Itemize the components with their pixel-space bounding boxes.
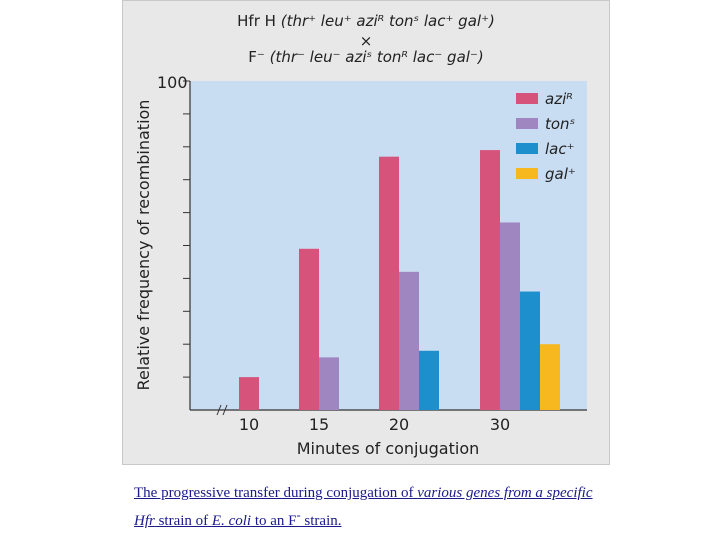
bars [239,150,560,410]
caption-part4: E. coli [211,513,252,529]
legend-swatch-gal [516,168,538,179]
legend-label-ton: tonˢ [545,115,575,133]
figure-caption: The progressive transfer during conjugat… [134,482,594,532]
parent1-genotype: (thr⁺ leu⁺ aziᴿ tonˢ lac⁺ gal⁺) [280,12,495,30]
legend-label-gal: gal⁺ [545,165,576,183]
y-axis-title: Relative frequency of recombination [134,100,153,391]
bar-ton-15 [319,357,339,410]
bar-azi-10 [239,377,259,410]
bar-azi-15 [299,248,319,410]
legend-label-azi: aziᴿ [545,90,573,108]
bar-lac-30 [520,291,540,410]
legend-swatch-azi [516,93,538,104]
cross-parent1: Hfr H (thr⁺ leu⁺ aziᴿ tonˢ lac⁺ gal⁺) [122,10,610,32]
bar-azi-30 [480,150,500,410]
caption-part1: The progressive transfer during conjugat… [134,485,418,501]
legend-swatch-lac [516,143,538,154]
x-axis-title: Minutes of conjugation [297,439,480,458]
caption-part2: various genes from a specific Hfr [134,485,593,529]
caption-part5: to an F [251,513,297,529]
axis-break-mark [216,404,222,416]
parent1-strain: Hfr H [237,12,276,30]
cross-symbol-line: × [122,30,610,52]
caption-sup: - [296,508,301,522]
bar-ton-20 [399,271,419,410]
x-tick-label: 20 [389,415,409,434]
bar-azi-20 [379,156,399,410]
x-tick-label: 10 [239,415,259,434]
y-tick-label: 100 [157,73,188,92]
legend-label-lac: lac⁺ [545,140,575,158]
bar-lac-20 [419,350,439,410]
caption-part3: strain of [154,513,212,529]
axis-break-mark [222,404,228,416]
parent2-genotype: (thr⁻ leu⁻ aziˢ tonᴿ lac⁻ gal⁻) [269,48,484,66]
parent2-strain: F⁻ [248,48,265,66]
legend-swatch-ton [516,118,538,129]
legend: aziᴿ tonˢ lac⁺ gal⁺ [516,90,576,183]
cross-symbol: × [359,32,373,50]
caption-part6: strain. [300,513,342,529]
cross-parent2: F⁻ (thr⁻ leu⁻ aziˢ tonᴿ lac⁻ gal⁻) [122,46,610,68]
bar-gal-30 [540,344,560,410]
x-tick-label: 15 [309,415,329,434]
x-tick-label: 30 [490,415,510,434]
bar-ton-30 [500,222,520,410]
